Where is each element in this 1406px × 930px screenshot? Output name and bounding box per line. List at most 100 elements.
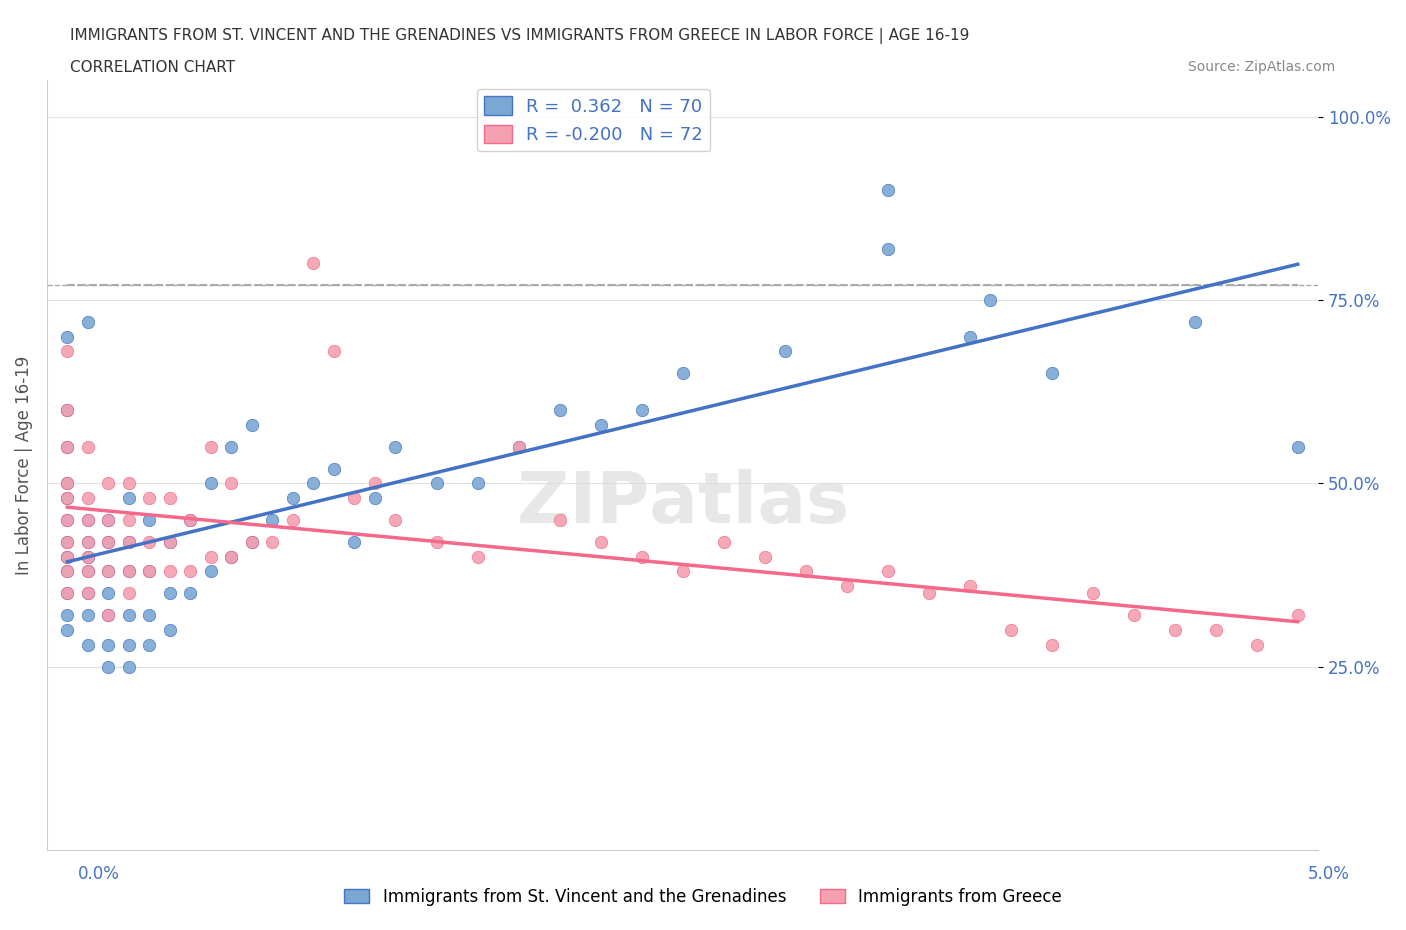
Point <box>97 659 120 674</box>
Y-axis label: In Labor Force | Age 16-19: In Labor Force | Age 16-19 <box>15 355 32 575</box>
Point <box>97 608 120 623</box>
Point <box>159 490 181 505</box>
Point <box>221 550 243 565</box>
Point <box>56 439 79 454</box>
Point <box>221 476 243 491</box>
Point <box>97 564 120 578</box>
Point <box>159 535 181 550</box>
Point <box>221 550 243 565</box>
Point <box>138 564 160 578</box>
Point <box>118 659 141 674</box>
Point <box>467 476 489 491</box>
Point <box>384 512 406 527</box>
Point <box>1184 314 1206 329</box>
Point <box>77 550 100 565</box>
Point <box>118 490 141 505</box>
Point <box>262 512 284 527</box>
Point <box>773 344 796 359</box>
Point <box>56 564 79 578</box>
Legend: Immigrants from St. Vincent and the Grenadines, Immigrants from Greece: Immigrants from St. Vincent and the Gren… <box>337 881 1069 912</box>
Point <box>159 535 181 550</box>
Point <box>97 512 120 527</box>
Point <box>56 586 79 601</box>
Point <box>56 344 79 359</box>
Point <box>589 418 612 432</box>
Point <box>77 564 100 578</box>
Point <box>240 418 263 432</box>
Point <box>323 461 346 476</box>
Point <box>97 535 120 550</box>
Point <box>754 550 776 565</box>
Point <box>1000 622 1022 637</box>
Point <box>1040 365 1063 380</box>
Point <box>56 490 79 505</box>
Point <box>200 439 222 454</box>
Point <box>179 564 201 578</box>
Point <box>508 439 530 454</box>
Point <box>323 344 346 359</box>
Point <box>221 439 243 454</box>
Point <box>1164 622 1187 637</box>
Point <box>118 608 141 623</box>
Point <box>302 256 325 271</box>
Point <box>77 586 100 601</box>
Point <box>56 608 79 623</box>
Point <box>138 564 160 578</box>
Point <box>77 512 100 527</box>
Point <box>671 365 693 380</box>
Point <box>56 403 79 418</box>
Point <box>302 476 325 491</box>
Point <box>56 586 79 601</box>
Point <box>97 512 120 527</box>
Point <box>240 535 263 550</box>
Point <box>97 535 120 550</box>
Point <box>77 637 100 652</box>
Point <box>56 564 79 578</box>
Point <box>56 550 79 565</box>
Point <box>118 564 141 578</box>
Point <box>343 490 366 505</box>
Point <box>630 403 652 418</box>
Point <box>56 512 79 527</box>
Point <box>1122 608 1144 623</box>
Point <box>1040 637 1063 652</box>
Point <box>1368 637 1391 652</box>
Point <box>138 512 160 527</box>
Point <box>200 476 222 491</box>
Point <box>589 535 612 550</box>
Point <box>77 490 100 505</box>
Point <box>56 535 79 550</box>
Point <box>343 535 366 550</box>
Point <box>77 564 100 578</box>
Point <box>713 535 735 550</box>
Point <box>77 586 100 601</box>
Point <box>281 512 304 527</box>
Point <box>262 535 284 550</box>
Point <box>77 608 100 623</box>
Point <box>138 535 160 550</box>
Point <box>97 637 120 652</box>
Text: CORRELATION CHART: CORRELATION CHART <box>70 60 235 75</box>
Point <box>1286 439 1309 454</box>
Point <box>77 439 100 454</box>
Point <box>118 512 141 527</box>
Text: 5.0%: 5.0% <box>1308 865 1350 883</box>
Point <box>794 564 817 578</box>
Point <box>467 550 489 565</box>
Point <box>97 586 120 601</box>
Point <box>959 578 981 593</box>
Point <box>671 564 693 578</box>
Point <box>425 535 447 550</box>
Point <box>281 490 304 505</box>
Point <box>1246 637 1268 652</box>
Point <box>56 622 79 637</box>
Point <box>179 586 201 601</box>
Point <box>1081 586 1104 601</box>
Point <box>77 535 100 550</box>
Point <box>159 622 181 637</box>
Point <box>1327 659 1350 674</box>
Point <box>979 293 1001 308</box>
Point <box>56 490 79 505</box>
Text: ZIP​atlas: ZIP​atlas <box>516 469 849 538</box>
Point <box>56 476 79 491</box>
